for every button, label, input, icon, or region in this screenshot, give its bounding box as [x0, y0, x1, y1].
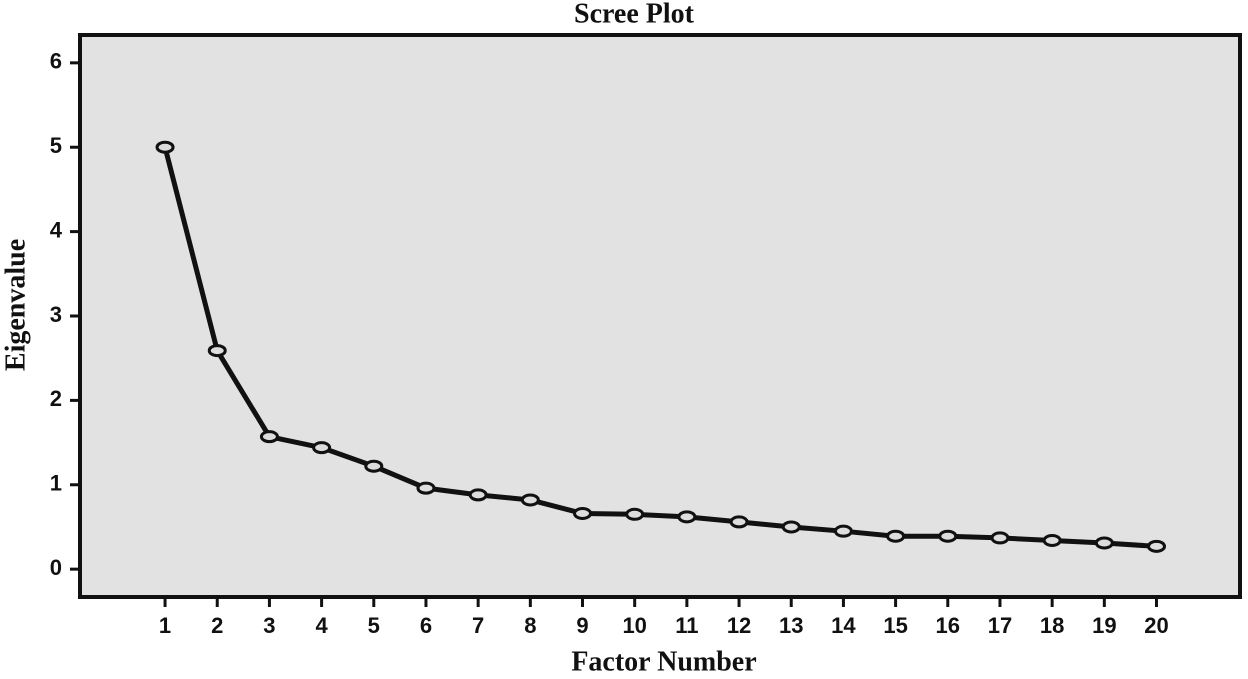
x-tick-label: 7 — [472, 613, 484, 638]
x-tick-label: 20 — [1144, 613, 1168, 638]
x-tick-label: 9 — [576, 613, 588, 638]
x-tick-label: 10 — [622, 613, 646, 638]
x-tick-label: 5 — [368, 613, 380, 638]
x-tick-label: 3 — [263, 613, 275, 638]
x-tick-label: 17 — [988, 613, 1012, 638]
x-tick-label: 11 — [675, 613, 698, 638]
point — [259, 430, 279, 444]
point — [520, 493, 540, 507]
y-tick-label: 6 — [50, 49, 62, 74]
x-tick-label: 13 — [779, 613, 803, 638]
y-tick-label: 2 — [50, 386, 62, 411]
point — [573, 506, 593, 520]
point — [938, 529, 958, 543]
point — [1094, 536, 1114, 550]
chart-title: Scree Plot — [574, 0, 695, 29]
point — [207, 344, 227, 358]
point — [468, 488, 488, 502]
y-tick-label: 4 — [50, 217, 63, 242]
y-tick-label: 5 — [50, 133, 62, 158]
x-tick-label: 19 — [1092, 613, 1116, 638]
x-tick-label: 1 — [159, 613, 171, 638]
x-tick-label: 6 — [420, 613, 432, 638]
x-tick-label: 16 — [936, 613, 960, 638]
x-tick-label: 15 — [883, 613, 907, 638]
point — [1147, 539, 1167, 553]
y-tick-label: 1 — [50, 471, 62, 496]
point — [677, 510, 697, 524]
x-tick-label: 4 — [315, 613, 328, 638]
x-tick-label: 12 — [727, 613, 751, 638]
y-tick-label: 3 — [50, 302, 62, 327]
point — [729, 515, 749, 529]
x-tick-label: 2 — [211, 613, 223, 638]
point — [833, 524, 853, 538]
point — [886, 529, 906, 543]
point — [416, 481, 436, 495]
y-tick-label: 0 — [50, 555, 62, 580]
x-tick-label: 14 — [831, 613, 856, 638]
point — [1042, 533, 1062, 547]
plot-area — [78, 33, 1242, 599]
y-axis-label: Eigenvalue — [0, 239, 31, 371]
point — [364, 459, 384, 473]
x-tick-label: 8 — [524, 613, 536, 638]
point — [625, 507, 645, 521]
point — [312, 441, 332, 455]
point — [781, 520, 801, 534]
point — [990, 531, 1010, 545]
x-axis-label: Factor Number — [571, 646, 756, 677]
x-tick-label: 18 — [1040, 613, 1064, 638]
point — [155, 140, 175, 154]
